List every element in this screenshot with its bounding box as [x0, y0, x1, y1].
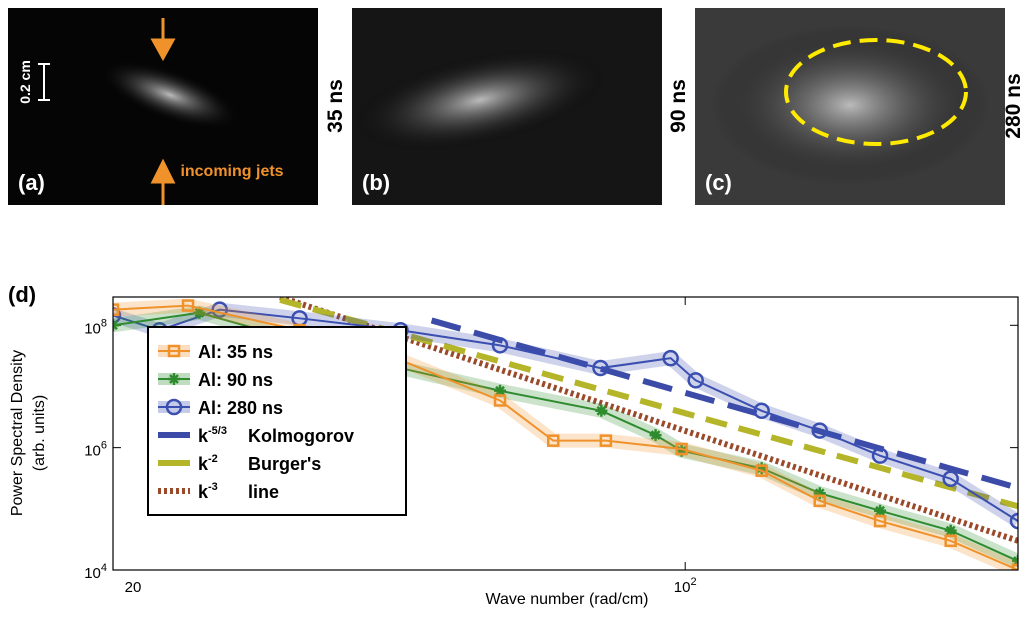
legend-exponent: -2: [208, 453, 218, 465]
panel-tag: (c): [705, 170, 732, 195]
panel-b: (b) 90 ns: [343, 8, 690, 205]
tick-base: 10: [84, 565, 101, 582]
time-label: 90 ns: [667, 79, 690, 133]
x-axis-label: Wave number (rad/cm): [486, 591, 649, 608]
scale-label: 0.2 cm: [17, 60, 33, 104]
tick-label: 20: [125, 579, 142, 596]
image-feature: [710, 25, 990, 185]
tick-label: 106: [84, 440, 107, 460]
figure: 0.2 cm incoming jets (a) 35 ns (b) 90 ns…: [0, 0, 1029, 612]
legend-label: Burger's: [248, 454, 321, 474]
panel-tag: (d): [8, 282, 36, 307]
y-axis-label: (arb. units): [31, 395, 48, 471]
annotation: incoming jets: [180, 163, 283, 180]
y-axis-label: Power Spectral Density: [9, 350, 26, 516]
legend-label: Al: 280 ns: [198, 398, 283, 418]
legend-label: Kolmogorov: [248, 426, 354, 446]
legend-exponent: -5/3: [208, 425, 227, 437]
time-label: 35 ns: [324, 79, 347, 133]
tick-label: 104: [84, 562, 107, 582]
tick-power: 2: [690, 576, 696, 588]
tick-power: 6: [101, 440, 107, 452]
panel-a: 0.2 cm incoming jets (a) 35 ns: [8, 8, 347, 205]
panel-tag: (b): [362, 170, 390, 195]
tick-power: 8: [101, 317, 107, 329]
time-label: 280 ns: [1002, 73, 1025, 138]
tick-base: 10: [84, 443, 101, 460]
tick-base: 10: [674, 579, 691, 596]
legend-label: Al: 90 ns: [198, 370, 273, 390]
tick-base: 10: [84, 320, 101, 337]
legend-exponent: -3: [208, 481, 218, 493]
panel-c: (c) 280 ns: [695, 8, 1025, 205]
legend-label: line: [248, 482, 279, 502]
tick-power: 4: [101, 562, 107, 574]
tick-label: 108: [84, 317, 107, 337]
legend-label: Al: 35 ns: [198, 342, 273, 362]
panel-tag: (a): [18, 170, 45, 195]
tick-label: 102: [674, 576, 697, 596]
